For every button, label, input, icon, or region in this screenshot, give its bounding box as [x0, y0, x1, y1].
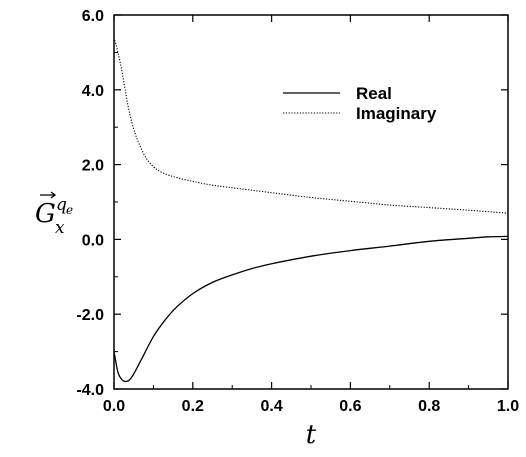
series-layer — [113, 37, 509, 383]
legend-label-imaginary: Imaginary — [356, 104, 437, 123]
y-axis-label-base: G — [35, 199, 56, 229]
y-axis-label-superscript: q — [56, 195, 67, 215]
y-tick-label: -2.0 — [76, 307, 104, 324]
y-tick-label: 0.0 — [82, 232, 104, 249]
vector-arrow-icon — [40, 191, 57, 199]
x-tick-label: 0.6 — [339, 398, 361, 415]
y-axis-label: G x q e — [35, 191, 73, 238]
x-tick-label: 1.0 — [497, 398, 519, 415]
y-tick-label: 4.0 — [82, 83, 104, 100]
series-line-real — [113, 235, 509, 383]
y-tick-label: -4.0 — [76, 382, 104, 399]
plot-frame — [113, 14, 509, 390]
y-axis-label-superscript-subscript: e — [66, 203, 73, 217]
y-tick-label: 6.0 — [82, 8, 104, 25]
x-tick-label: 0.8 — [418, 398, 440, 415]
legend: Real Imaginary — [283, 84, 437, 123]
x-tick-label: 0.0 — [103, 398, 125, 415]
x-axis-label: t — [306, 420, 317, 450]
y-tick-label: 2.0 — [82, 158, 104, 175]
x-ticks: 0.0 0.2 0.4 0.6 0.8 1.0 — [103, 15, 519, 415]
x-tick-label: 0.4 — [260, 398, 282, 415]
y-axis-label-subscript: x — [55, 218, 65, 238]
x-tick-label: 0.2 — [182, 398, 204, 415]
y-ticks: -4.0 -2.0 0.0 2.0 4.0 6.0 — [76, 8, 508, 399]
legend-label-real: Real — [356, 84, 392, 103]
series-line-imaginary — [113, 37, 509, 214]
